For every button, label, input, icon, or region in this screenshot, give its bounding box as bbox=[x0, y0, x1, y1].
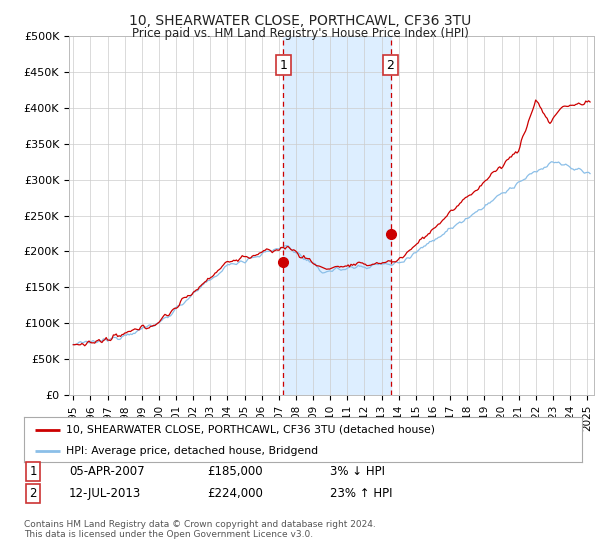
Text: HPI: Average price, detached house, Bridgend: HPI: Average price, detached house, Brid… bbox=[66, 446, 318, 456]
Text: 2: 2 bbox=[29, 487, 37, 501]
Text: 2: 2 bbox=[386, 59, 394, 72]
Text: £185,000: £185,000 bbox=[207, 465, 263, 478]
Text: 23% ↑ HPI: 23% ↑ HPI bbox=[330, 487, 392, 501]
Bar bbox=[283, 36, 391, 395]
Text: 1: 1 bbox=[29, 465, 37, 478]
Text: 10, SHEARWATER CLOSE, PORTHCAWL, CF36 3TU: 10, SHEARWATER CLOSE, PORTHCAWL, CF36 3T… bbox=[129, 14, 471, 28]
Text: 1: 1 bbox=[280, 59, 287, 72]
Text: 3% ↓ HPI: 3% ↓ HPI bbox=[330, 465, 385, 478]
Text: Contains HM Land Registry data © Crown copyright and database right 2024.
This d: Contains HM Land Registry data © Crown c… bbox=[24, 520, 376, 539]
Text: 12-JUL-2013: 12-JUL-2013 bbox=[69, 487, 141, 501]
Text: 10, SHEARWATER CLOSE, PORTHCAWL, CF36 3TU (detached house): 10, SHEARWATER CLOSE, PORTHCAWL, CF36 3T… bbox=[66, 424, 435, 435]
Text: Price paid vs. HM Land Registry's House Price Index (HPI): Price paid vs. HM Land Registry's House … bbox=[131, 27, 469, 40]
Text: 05-APR-2007: 05-APR-2007 bbox=[69, 465, 145, 478]
Text: £224,000: £224,000 bbox=[207, 487, 263, 501]
